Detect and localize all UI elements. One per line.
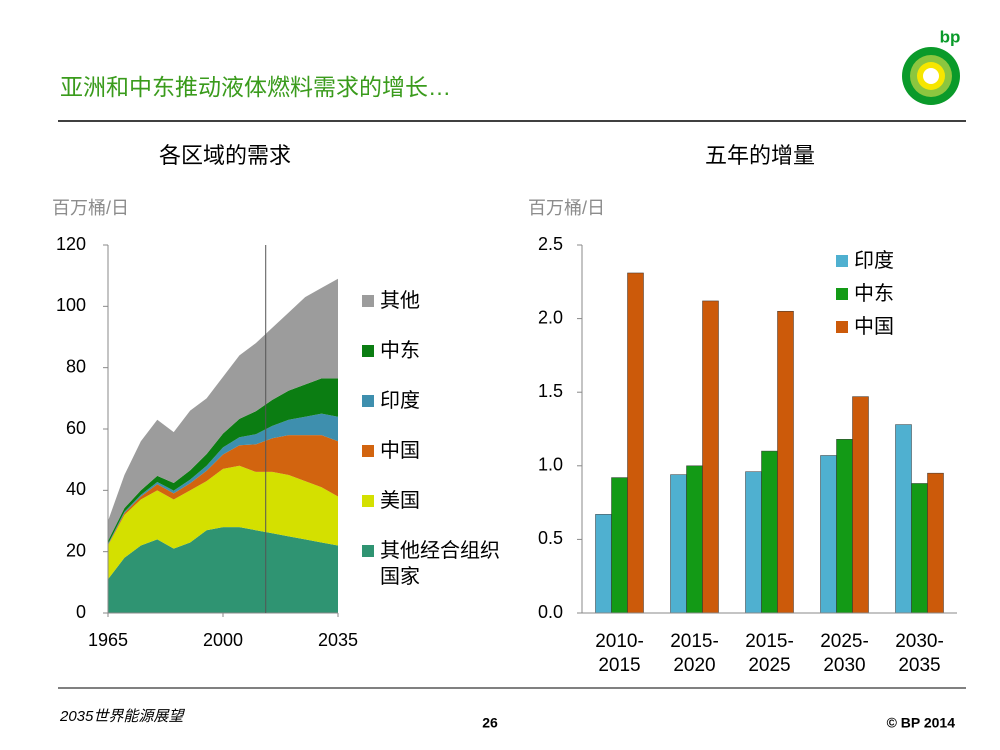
x-tick-label: 2000 [203, 630, 243, 650]
legend-swatch [362, 495, 374, 507]
x-tick-label: 1965 [88, 630, 128, 650]
legend-label: 其他 [380, 290, 420, 312]
legend-item: 中东 [836, 281, 894, 307]
bar [702, 300, 719, 614]
bar [595, 514, 612, 614]
y-tick-label: 40 [66, 479, 86, 499]
area [108, 527, 338, 613]
y-axis-label: 百万桶/日 [528, 198, 605, 218]
y-tick-label: 0.0 [538, 602, 563, 622]
area [108, 465, 338, 580]
y-tick-label: 0.5 [538, 528, 563, 548]
copyright: © BP 2014 [887, 715, 956, 731]
area [108, 278, 338, 541]
legend-item: 中国 [836, 314, 894, 340]
slide-title: 亚洲和中东推动液体燃料需求的增长… [60, 74, 451, 100]
x-tick-label: 2035 [318, 630, 358, 650]
legend-item: 其他经合组织国家 [362, 538, 512, 590]
bar [611, 477, 628, 614]
legend-item: 中国 [362, 438, 512, 464]
y-tick-label: 20 [66, 540, 86, 560]
bar [627, 272, 644, 614]
legend-label: 中东 [854, 283, 894, 305]
logo-text: bp [940, 27, 961, 46]
bar [895, 424, 912, 614]
legend-swatch [836, 321, 848, 333]
legend-swatch [836, 288, 848, 300]
y-axis-label: 百万桶/日 [52, 198, 129, 218]
bar [686, 465, 703, 614]
x-tick-label: 2030-2035 [895, 631, 944, 676]
x-tick-label: 2025-2030 [820, 631, 869, 676]
legend-label: 其他经合组织国家 [380, 540, 500, 588]
legend-swatch [362, 545, 374, 557]
page-number: 26 [482, 715, 498, 731]
legend-label: 印度 [380, 390, 420, 412]
y-tick-label: 60 [66, 418, 86, 438]
legend-swatch [362, 395, 374, 407]
legend-item: 其他 [362, 288, 512, 314]
legend-item: 印度 [362, 388, 512, 414]
legend-swatch [362, 445, 374, 457]
bar [911, 483, 928, 614]
bar [670, 474, 687, 614]
legend-label: 中国 [380, 440, 420, 462]
y-tick-label: 2.0 [538, 307, 563, 327]
footer-left: 2035世界能源展望 [59, 708, 185, 725]
x-tick-label: 2015-2025 [745, 631, 794, 676]
y-tick-label: 120 [56, 234, 86, 254]
chart-title: 五年的增量 [705, 143, 815, 168]
y-tick-label: 100 [56, 295, 86, 315]
bar [745, 471, 762, 614]
legend-label: 中国 [854, 316, 894, 338]
area [108, 378, 338, 544]
legend-swatch [362, 345, 374, 357]
chart-title: 各区域的需求 [159, 143, 291, 168]
y-tick-label: 1.5 [538, 381, 563, 401]
bar [761, 450, 778, 614]
y-tick-label: 80 [66, 356, 86, 376]
area [108, 435, 338, 546]
legend-label: 中东 [380, 340, 420, 362]
legend-label: 美国 [380, 490, 420, 512]
legend-item: 中东 [362, 338, 512, 364]
legend-label: 印度 [854, 250, 894, 272]
bar [927, 472, 944, 614]
legend-item: 印度 [836, 248, 894, 274]
y-tick-label: 0 [76, 602, 86, 622]
bar [820, 455, 837, 614]
y-tick-label: 1.0 [538, 455, 563, 475]
bp-logo [902, 47, 960, 105]
bar [852, 396, 869, 614]
bar [836, 439, 853, 614]
x-tick-label: 2015-2020 [670, 631, 719, 676]
area [108, 413, 338, 545]
legend-swatch [836, 255, 848, 267]
bar [777, 310, 794, 614]
legend-swatch [362, 295, 374, 307]
y-tick-label: 2.5 [538, 234, 563, 254]
x-tick-label: 2010-2015 [595, 631, 644, 676]
legend-item: 美国 [362, 488, 512, 514]
